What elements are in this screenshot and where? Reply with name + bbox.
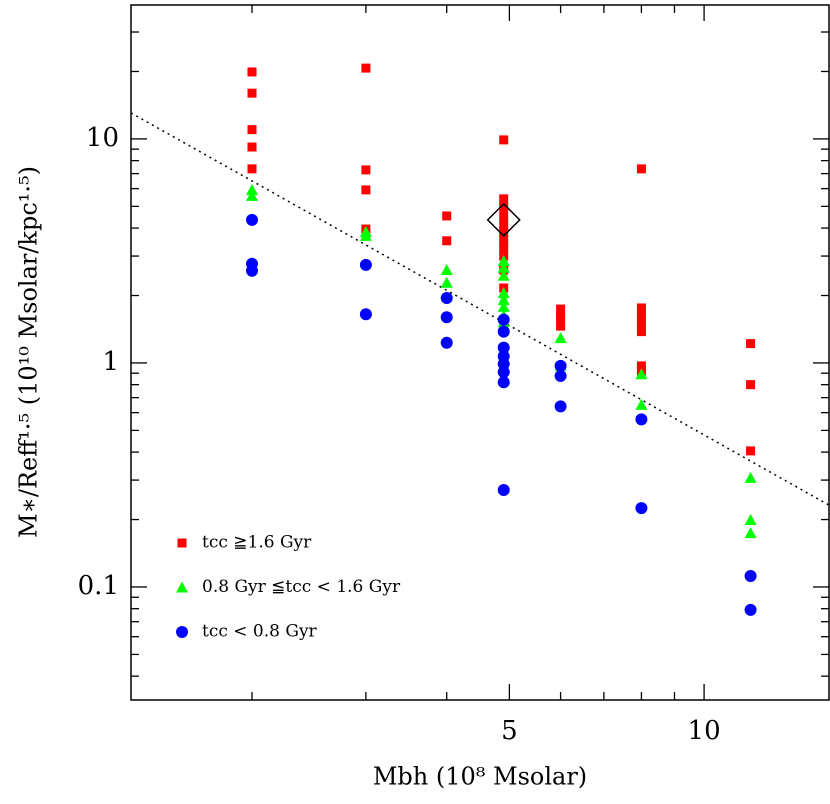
legend-marker bbox=[176, 581, 188, 593]
point bbox=[361, 63, 371, 73]
point bbox=[497, 341, 510, 354]
legend-marker bbox=[177, 538, 187, 548]
point bbox=[497, 261, 510, 273]
legend-marker bbox=[176, 626, 188, 638]
point bbox=[247, 164, 257, 174]
point bbox=[554, 369, 567, 382]
point bbox=[499, 227, 509, 237]
point bbox=[442, 236, 452, 246]
point bbox=[744, 603, 757, 616]
point bbox=[635, 368, 648, 380]
point bbox=[636, 361, 646, 371]
point bbox=[499, 243, 509, 253]
legend-label: tcc ≧1.6 Gyr bbox=[202, 533, 312, 553]
point bbox=[744, 471, 757, 483]
point bbox=[499, 211, 509, 221]
point bbox=[359, 258, 372, 271]
point bbox=[556, 304, 566, 314]
point bbox=[635, 398, 648, 410]
point bbox=[359, 229, 372, 241]
point bbox=[635, 502, 648, 515]
point bbox=[440, 263, 453, 275]
point bbox=[440, 311, 453, 324]
point bbox=[247, 142, 257, 152]
y-axis-label: M∗/Reff¹·⁵ (10¹⁰ Msolar/kpc¹·⁵) bbox=[15, 166, 43, 538]
legend-label: 0.8 Gyr ≦tcc < 1.6 Gyr bbox=[202, 577, 401, 597]
point bbox=[554, 332, 567, 344]
point bbox=[744, 527, 757, 539]
point bbox=[556, 310, 566, 320]
point bbox=[636, 303, 646, 313]
point bbox=[497, 269, 510, 281]
point bbox=[744, 569, 757, 582]
point bbox=[497, 366, 510, 379]
point bbox=[746, 380, 756, 390]
x-tick-label: 10 bbox=[688, 716, 721, 746]
legend-label: tcc < 0.8 Gyr bbox=[202, 622, 318, 642]
highlight-diamond bbox=[486, 202, 521, 237]
x-axis-label: Mbh (10⁸ Msolar) bbox=[373, 763, 587, 791]
y-tick-label: 0.1 bbox=[78, 571, 119, 601]
x-tick-label: 5 bbox=[501, 716, 518, 746]
point bbox=[556, 315, 566, 325]
point bbox=[499, 235, 509, 245]
point bbox=[554, 400, 567, 413]
point bbox=[246, 189, 259, 201]
point bbox=[440, 276, 453, 288]
point bbox=[746, 446, 756, 456]
fit-line bbox=[130, 112, 830, 506]
point bbox=[636, 164, 646, 174]
point bbox=[440, 291, 453, 304]
point bbox=[635, 413, 648, 426]
point bbox=[554, 359, 567, 372]
point bbox=[497, 325, 510, 338]
point bbox=[499, 135, 509, 145]
point bbox=[497, 313, 510, 326]
point bbox=[636, 321, 646, 331]
point bbox=[246, 213, 259, 226]
point bbox=[247, 125, 257, 135]
point bbox=[497, 483, 510, 496]
point bbox=[746, 339, 756, 349]
point bbox=[359, 308, 372, 321]
point bbox=[497, 255, 510, 267]
point bbox=[636, 309, 646, 319]
point bbox=[497, 287, 510, 299]
y-tick-label: 1 bbox=[102, 347, 119, 377]
point bbox=[744, 514, 757, 526]
point bbox=[497, 376, 510, 389]
point bbox=[636, 315, 646, 325]
point bbox=[499, 220, 509, 230]
point bbox=[442, 211, 452, 221]
point bbox=[361, 165, 371, 175]
point bbox=[246, 264, 259, 277]
point bbox=[636, 327, 646, 337]
point bbox=[497, 357, 510, 370]
point bbox=[246, 183, 259, 195]
point bbox=[497, 300, 510, 312]
point bbox=[499, 202, 509, 212]
plot-frame bbox=[130, 4, 830, 701]
point bbox=[497, 293, 510, 305]
point bbox=[499, 194, 509, 204]
point bbox=[247, 88, 257, 98]
y-tick-label: 10 bbox=[86, 123, 119, 153]
point bbox=[247, 67, 257, 77]
point bbox=[556, 321, 566, 331]
point bbox=[440, 336, 453, 349]
point bbox=[361, 185, 371, 195]
